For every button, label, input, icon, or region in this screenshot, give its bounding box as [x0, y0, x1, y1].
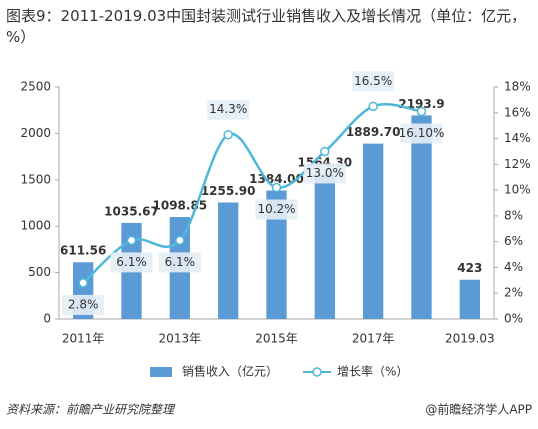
line-point	[78, 278, 88, 288]
legend-swatch	[150, 367, 172, 377]
y2-tick-label: 18%	[504, 80, 531, 94]
x-tick-label: 2013年	[159, 332, 202, 346]
label-box	[303, 163, 346, 184]
credit: @前瞻经济学人APP	[425, 402, 532, 417]
label-box	[352, 71, 395, 92]
line-value-label: 6.1%	[165, 255, 196, 269]
x-tick-label: 2011年	[62, 332, 105, 346]
bar-value-label: 611.56	[60, 244, 106, 258]
y-tick-label: 2000	[20, 126, 51, 140]
line-value-label: 10.2%	[257, 202, 295, 216]
x-tick-label: 2015年	[255, 332, 298, 346]
bar	[411, 115, 432, 319]
y-tick-label: 1500	[20, 172, 51, 186]
y-tick-label: 500	[28, 265, 51, 279]
bar-value-label: 423	[457, 261, 482, 275]
x-tick-label: 2019.03	[445, 332, 495, 346]
label-box	[255, 199, 298, 220]
line-point	[175, 235, 185, 246]
line-value-label: 13.0%	[306, 166, 344, 180]
y2-tick-label: 16%	[504, 105, 531, 119]
line-point	[126, 235, 137, 246]
bar	[218, 202, 239, 319]
y2-tick-label: 2%	[504, 286, 523, 300]
bar	[266, 190, 287, 319]
line-point	[271, 182, 282, 193]
line-value-label: 14.3%	[209, 102, 247, 116]
label-box	[62, 294, 105, 315]
label-box	[400, 123, 443, 144]
y2-tick-label: 8%	[504, 208, 523, 222]
line-point	[320, 146, 330, 157]
bar-value-label: 1098.85	[153, 199, 208, 213]
line	[82, 102, 422, 284]
legend-label: 销售收入（亿元）	[182, 364, 278, 379]
y2-tick-label: 10%	[504, 183, 531, 197]
line-value-label: 16.10%	[399, 126, 445, 140]
bar	[314, 173, 335, 319]
line-value-label: 2.8%	[68, 297, 99, 311]
x-tick-label: 2017年	[352, 332, 395, 346]
line-value-label: 6.1%	[116, 255, 147, 269]
y-tick-label: 0	[43, 312, 51, 326]
line-value-label: 16.5%	[354, 74, 392, 88]
bar	[459, 279, 480, 319]
y2-tick-label: 6%	[504, 234, 523, 248]
bar-value-label: 1255.90	[201, 184, 256, 198]
y2-tick-label: 14%	[504, 131, 531, 145]
bar-value-label: 1035.67	[104, 204, 159, 218]
line-point	[368, 101, 378, 112]
line-point	[223, 129, 233, 140]
label-box	[158, 252, 201, 273]
label-box	[110, 252, 153, 273]
legend-marker	[312, 367, 322, 377]
y-tick-label: 2500	[20, 80, 51, 94]
bar	[363, 143, 384, 319]
y2-tick-label: 0%	[504, 312, 523, 326]
source: 资料来源：前瞻产业研究院整理	[6, 403, 176, 417]
y2-tick-label: 12%	[504, 157, 531, 171]
y-tick-label: 1000	[20, 219, 51, 233]
line-point	[416, 106, 427, 117]
legend-label: 增长率（%）	[337, 364, 408, 379]
bar-value-label: 1889.70	[346, 125, 401, 139]
chart-title: 图表9：2011-2019.03中国封装测试行业销售收入及增长情况（单位：亿元，…	[6, 7, 527, 46]
label-box	[207, 99, 250, 120]
y2-tick-label: 4%	[504, 260, 523, 274]
